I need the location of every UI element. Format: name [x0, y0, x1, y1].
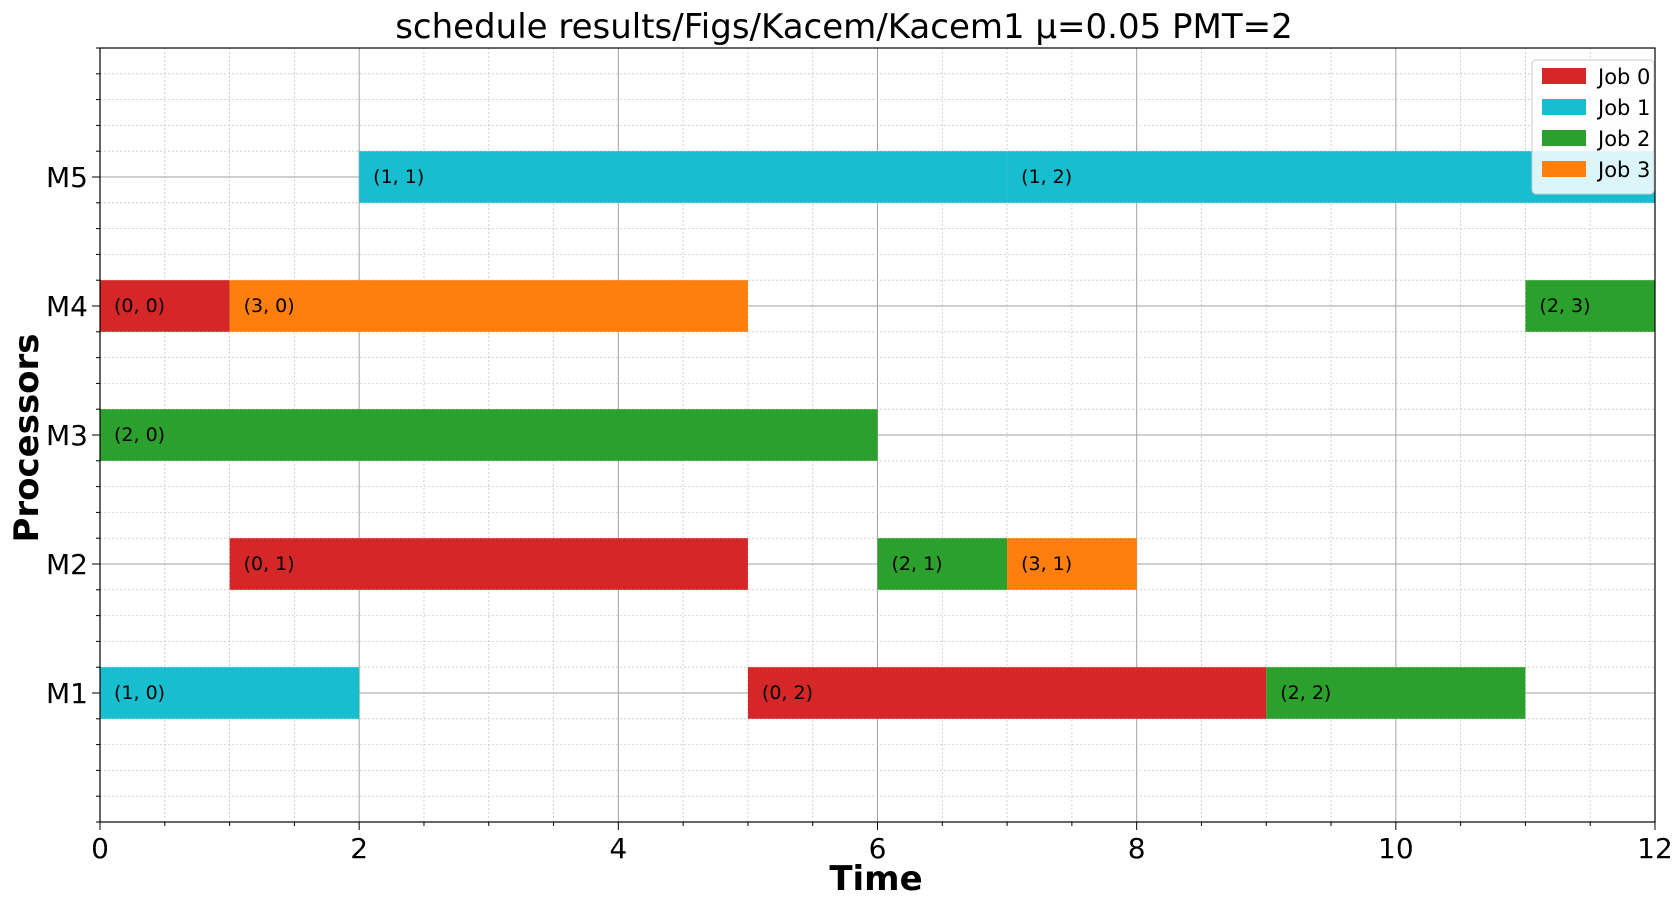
task-bar	[1525, 280, 1655, 332]
task-label: (3, 0)	[244, 295, 295, 317]
task-bar	[229, 538, 748, 590]
x-tick-label: 8	[1128, 832, 1146, 865]
legend-swatch	[1542, 99, 1586, 115]
task-label: (0, 0)	[114, 295, 165, 317]
task-label: (2, 1)	[892, 553, 943, 575]
task-label: (1, 2)	[1021, 166, 1072, 188]
task-bar	[229, 280, 748, 332]
x-tick-label: 4	[609, 832, 627, 865]
x-tick-label: 6	[869, 832, 887, 865]
legend: Job 0 Job 1 Job 2 Job 3	[1531, 59, 1655, 195]
task-bar	[1266, 667, 1526, 719]
y-tick-label: M3	[46, 419, 88, 452]
task-label: (2, 2)	[1280, 682, 1331, 704]
y-tick-label: M2	[46, 548, 88, 581]
x-axis-label: Time	[829, 859, 922, 899]
legend-swatch	[1542, 68, 1586, 84]
x-tick-label: 10	[1378, 832, 1414, 865]
task-bar	[100, 667, 360, 719]
x-tick-label: 2	[350, 832, 368, 865]
legend-swatch	[1542, 130, 1586, 146]
task-bar	[359, 151, 1008, 203]
task-label: (3, 1)	[1021, 553, 1072, 575]
task-label: (0, 2)	[762, 682, 813, 704]
task-labels: (1, 1) (1, 2) (0, 0) (3, 0) (2, 3) (2, 0) (0, …	[114, 166, 1591, 704]
legend-label: Job 0	[1596, 65, 1650, 89]
task-label: (1, 1)	[373, 166, 424, 188]
task-bar	[1007, 538, 1137, 590]
legend-label: Job 1	[1596, 96, 1650, 120]
task-bar	[877, 538, 1008, 590]
y-axis-label: Processors	[7, 333, 47, 542]
legend-box	[1531, 59, 1655, 195]
task-label: (1, 0)	[114, 682, 165, 704]
y-axis: M1 M2 M3 M4 M5	[46, 47, 100, 823]
task-label: (2, 0)	[114, 424, 165, 446]
task-label: (0, 1)	[244, 553, 295, 575]
task-bar	[747, 667, 1267, 719]
legend-label: Job 2	[1596, 127, 1650, 151]
legend-swatch	[1542, 161, 1586, 177]
task-bar	[100, 280, 230, 332]
y-tick-label: M4	[46, 290, 88, 323]
task-bar	[100, 409, 878, 461]
y-tick-label: M1	[46, 677, 88, 710]
y-tick-label: M5	[46, 161, 88, 194]
x-axis: 0 2 4 6 8 10 12	[91, 822, 1673, 865]
task-label: (2, 3)	[1539, 295, 1590, 317]
x-tick-label: 0	[91, 832, 109, 865]
legend-label: Job 3	[1596, 158, 1650, 182]
x-tick-label: 12	[1637, 832, 1673, 865]
chart-title: schedule results/Figs/Kacem/Kacem1 μ=0.0…	[395, 7, 1293, 47]
